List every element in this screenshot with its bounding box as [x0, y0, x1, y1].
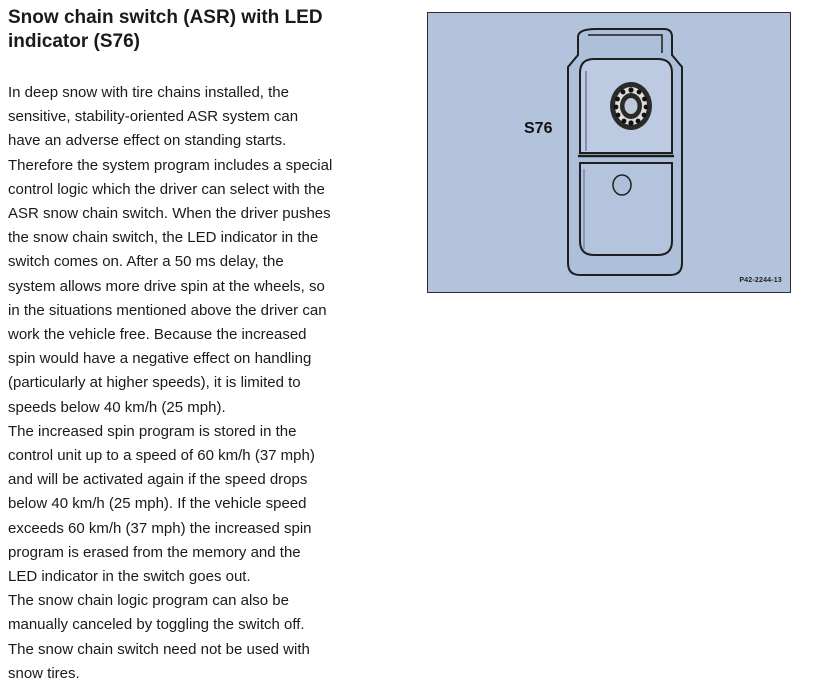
body-line: control logic which the driver can selec… [8, 180, 325, 198]
body-line: below 40 km/h (25 mph). If the vehicle s… [8, 495, 307, 513]
component-label: S76 [524, 120, 553, 137]
body-line: and will be activated again if the speed… [8, 471, 308, 489]
body-line: LED indicator in the switch goes out. [8, 568, 251, 586]
figure-code: P42-2244-13 [739, 277, 782, 284]
body-line: snow tires. [8, 664, 80, 682]
body-line: exceeds 60 km/h (37 mph) the increased s… [8, 519, 312, 537]
body-line: (particularly at higher speeds), it is l… [8, 374, 301, 392]
body-line: system allows more drive spin at the whe… [8, 277, 325, 295]
body-line: manually canceled by toggling the switch… [8, 616, 305, 634]
switch-figure: S76 P42-2244-13 [427, 12, 791, 293]
snow-chain-icon [610, 82, 652, 130]
switch-illustration [567, 28, 683, 276]
body-line: The snow chain switch need not be used w… [8, 640, 310, 658]
body-line: ASR snow chain switch. When the driver p… [8, 205, 331, 223]
body-text: In deep snow with tire chains installed,… [8, 81, 408, 686]
title-line-2: indicator (S76) [8, 31, 140, 52]
body-line: have an adverse effect on standing start… [8, 132, 287, 150]
body-line: program is erased from the memory and th… [8, 543, 301, 561]
body-line: The increased spin program is stored in … [8, 422, 297, 440]
body-line: The snow chain logic program can also be [8, 592, 289, 610]
body-line: in the situations mentioned above the dr… [8, 301, 327, 319]
body-line: Therefore the system program includes a … [8, 156, 333, 174]
body-line: sensitive, stability-oriented ASR system… [8, 108, 299, 126]
body-line: spin would have a negative effect on han… [8, 350, 312, 368]
body-line: In deep snow with tire chains installed,… [8, 84, 289, 101]
title-line-1: Snow chain switch (ASR) with LED [8, 7, 323, 28]
body-line: switch comes on. After a 50 ms delay, th… [8, 253, 284, 271]
body-line: the snow chain switch, the LED indicator… [8, 229, 319, 247]
body-line: work the vehicle free. Because the incre… [8, 326, 307, 344]
rocker-lower [579, 162, 673, 256]
body-line: speeds below 40 km/h (25 mph). [8, 398, 226, 416]
led-indicator [612, 174, 632, 196]
page-title: Snow chain switch (ASR) with LED indicat… [8, 6, 408, 54]
body-line: control unit up to a speed of 60 km/h (3… [8, 447, 315, 465]
